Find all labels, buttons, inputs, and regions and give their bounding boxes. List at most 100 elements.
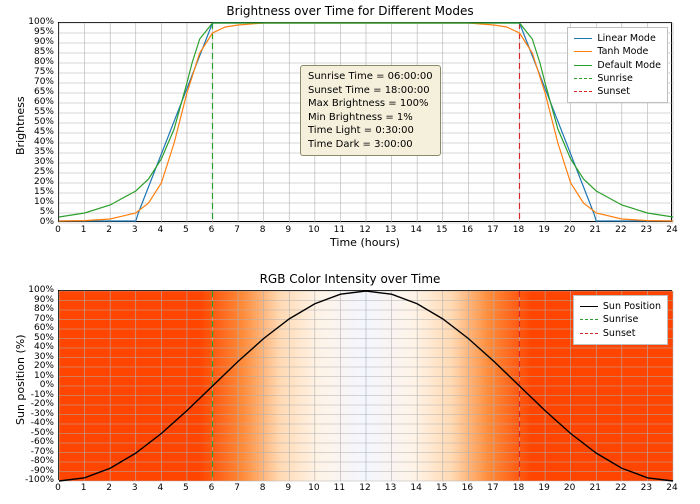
xtick: 9 [282,225,294,235]
xtick: 5 [180,225,192,235]
ytick: -70% [31,447,54,457]
ytick: 50% [34,333,54,343]
ytick: -80% [31,456,54,466]
ytick: -90% [31,466,54,476]
xtick: 10 [308,483,320,493]
legend-item: Sunset [574,85,661,98]
xtick: 24 [666,483,678,493]
ytick: 5% [40,207,54,217]
legend-item: Sunrise [574,72,661,85]
ytick: 100% [28,285,54,295]
top-chart-ylabel: Brightness [14,96,27,155]
ytick: -20% [31,399,54,409]
legend-swatch [574,51,592,52]
bottom-chart-legend: Sun PositionSunriseSunset [573,295,668,345]
ytick: 30% [34,157,54,167]
ytick: 65% [34,87,54,97]
xtick: 17 [487,483,499,493]
legend-label: Sun Position [603,300,661,313]
legend-swatch [574,91,592,92]
ytick: 35% [34,147,54,157]
xtick: 1 [78,483,90,493]
xtick: 6 [206,483,218,493]
ytick: 10% [34,371,54,381]
xtick: 9 [282,483,294,493]
top-chart-title: Brightness over Time for Different Modes [0,4,700,18]
xtick: 20 [564,483,576,493]
ytick: 70% [34,77,54,87]
legend-label: Sunrise [597,72,632,85]
xtick: 21 [589,225,601,235]
legend-item: Default Mode [574,59,661,72]
ytick: 15% [34,187,54,197]
xtick: 5 [180,483,192,493]
ytick: 0% [40,380,54,390]
xtick: 4 [154,483,166,493]
xtick: 0 [52,225,64,235]
legend-item: Sunset [580,327,661,340]
ytick: 20% [34,177,54,187]
xtick: 1 [78,225,90,235]
xtick: 23 [640,483,652,493]
infobox-line: Min Brightness = 1% [308,111,433,125]
legend-item: Sunrise [580,313,661,326]
ytick: 20% [34,361,54,371]
ytick: 60% [34,97,54,107]
ytick: 95% [34,27,54,37]
xtick: 22 [615,483,627,493]
legend-swatch [574,78,592,79]
legend-swatch [580,319,598,320]
legend-label: Default Mode [597,59,661,72]
xtick: 6 [206,225,218,235]
figure: Brightness over Time for Different Modes… [0,0,700,504]
xtick: 14 [410,225,422,235]
bottom-chart-title: RGB Color Intensity over Time [0,272,700,286]
ytick: 25% [34,167,54,177]
top-chart-xlabel: Time (hours) [58,236,672,249]
ytick: 40% [34,137,54,147]
ytick: 70% [34,314,54,324]
ytick: 55% [34,107,54,117]
ytick: 90% [34,37,54,47]
ytick: 80% [34,304,54,314]
legend-swatch [580,333,598,334]
ytick: 75% [34,67,54,77]
ytick: -60% [31,437,54,447]
xtick: 18 [513,225,525,235]
legend-swatch [580,306,598,307]
xtick: 13 [385,483,397,493]
xtick: 24 [666,225,678,235]
xtick: 17 [487,225,499,235]
ytick: -30% [31,409,54,419]
xtick: 7 [231,483,243,493]
xtick: 2 [103,483,115,493]
ytick: -10% [31,390,54,400]
legend-swatch [574,65,592,66]
legend-swatch [574,38,592,39]
xtick: 13 [385,225,397,235]
legend-item: Linear Mode [574,32,661,45]
ytick: 30% [34,352,54,362]
legend-label: Sunset [597,85,630,98]
infobox-line: Sunrise Time = 06:00:00 [308,70,433,84]
ytick: 60% [34,323,54,333]
infobox-line: Sunset Time = 18:00:00 [308,84,433,98]
ytick: 85% [34,47,54,57]
xtick: 19 [538,225,550,235]
xtick: 3 [129,225,141,235]
ytick: 80% [34,57,54,67]
xtick: 16 [461,225,473,235]
legend-label: Sunrise [603,313,638,326]
xtick: 14 [410,483,422,493]
bottom-chart-ylabel: Sun position (%) [14,334,27,425]
xtick: 3 [129,483,141,493]
xtick: 4 [154,225,166,235]
xtick: 8 [257,483,269,493]
ytick: 40% [34,342,54,352]
xtick: 11 [333,225,345,235]
xtick: 16 [461,483,473,493]
xtick: 15 [436,483,448,493]
ytick: -100% [25,475,54,485]
xtick: 2 [103,225,115,235]
xtick: 18 [513,483,525,493]
